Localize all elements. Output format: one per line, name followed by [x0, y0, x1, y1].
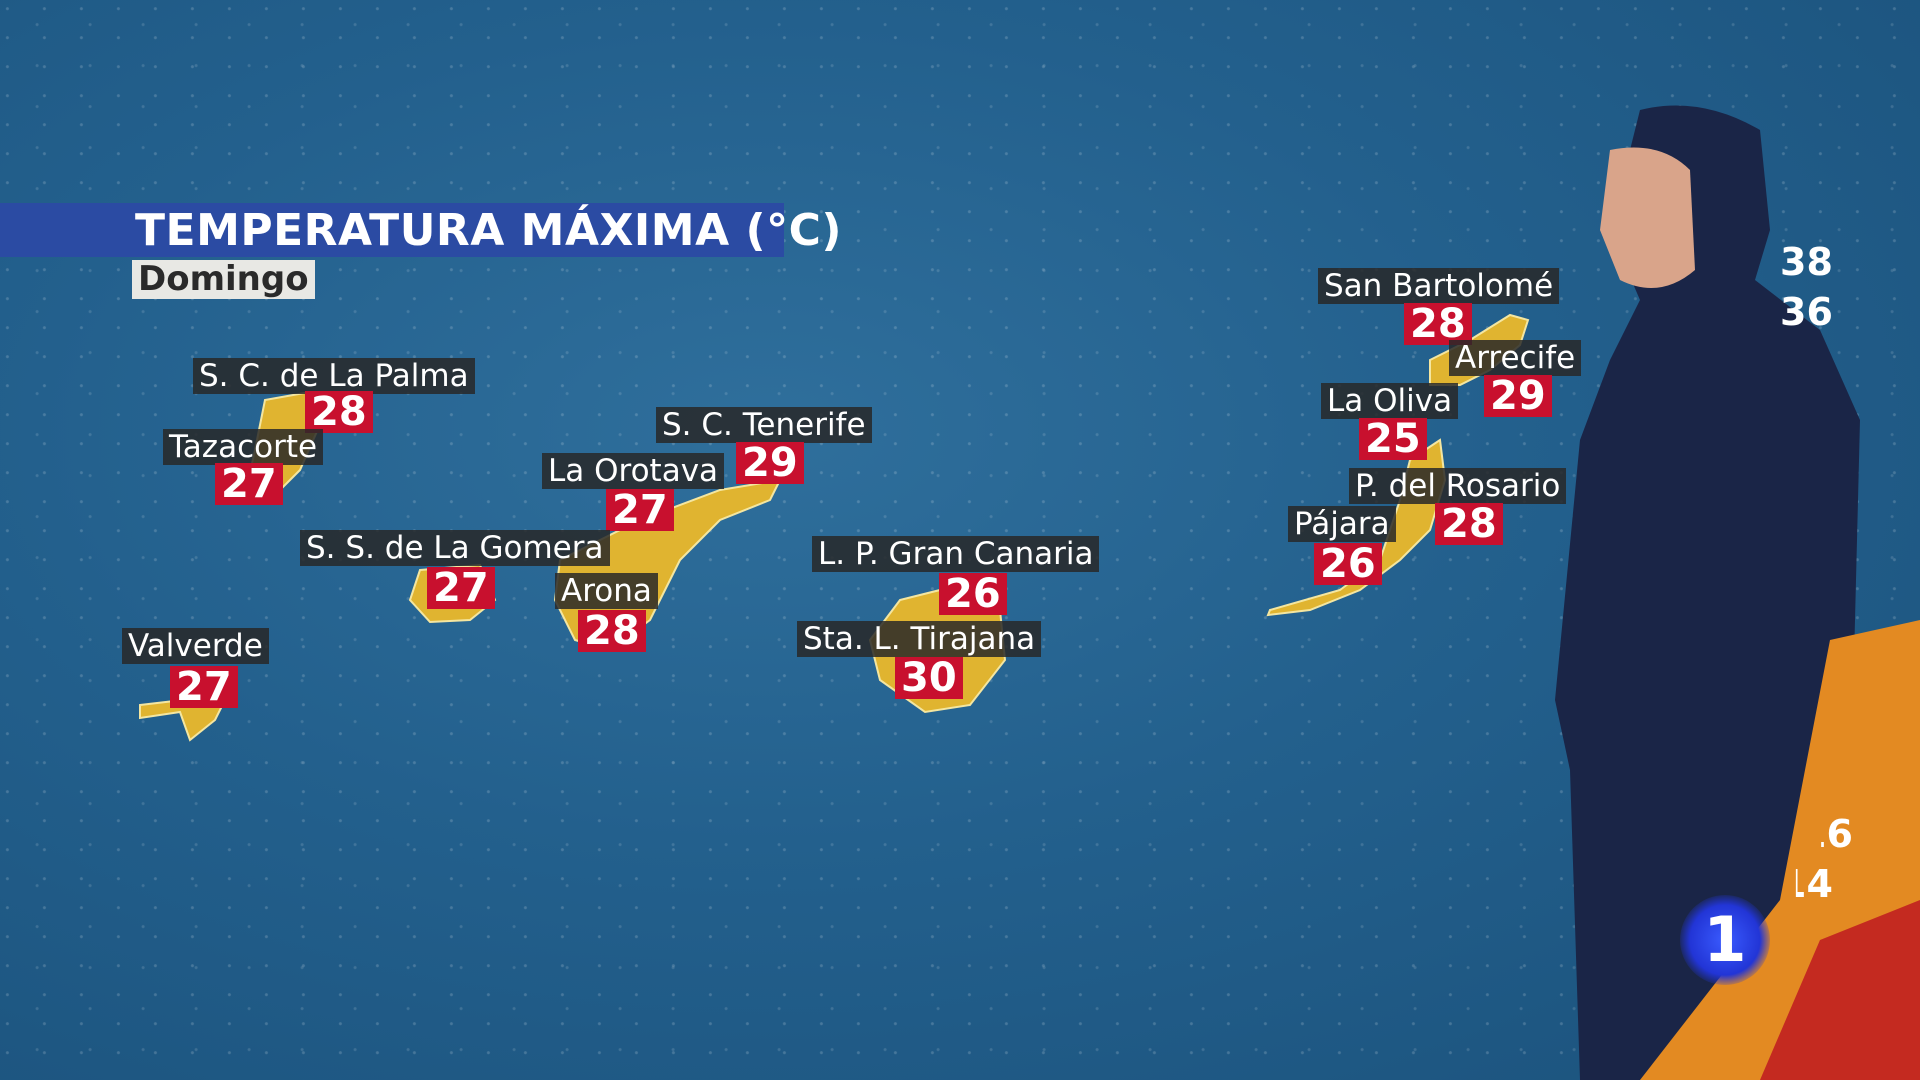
- legend-value: 36: [1780, 290, 1833, 334]
- legend-value: 14: [1780, 862, 1833, 906]
- temp-badge: 28: [1435, 503, 1503, 545]
- location-label: S. S. de La Gomera: [300, 530, 610, 566]
- presenter-face: [1600, 147, 1695, 288]
- temp-badge: 28: [305, 391, 373, 433]
- title-bar: [0, 203, 784, 257]
- temp-badge: 27: [215, 463, 283, 505]
- temp-badge: 29: [1484, 375, 1552, 417]
- location-label: San Bartolomé: [1318, 268, 1560, 304]
- location-label: La Orotava: [542, 453, 725, 489]
- temp-badge: 29: [736, 442, 804, 484]
- location-label: S. C. Tenerife: [656, 407, 872, 443]
- map-title: TEMPERATURA MÁXIMA (°C): [135, 205, 842, 256]
- temp-badge: 27: [606, 489, 674, 531]
- temp-badge: 28: [1404, 303, 1472, 345]
- temp-badge: 30: [895, 657, 963, 699]
- location-label: P. del Rosario: [1349, 468, 1567, 504]
- presenter-silhouette: [1555, 105, 1860, 1080]
- location-label: Tazacorte: [163, 429, 324, 465]
- location-label: S. C. de La Palma: [193, 358, 475, 394]
- day-label: Domingo: [132, 260, 315, 299]
- location-label: Valverde: [122, 628, 269, 664]
- temp-badge: 28: [578, 610, 646, 652]
- temp-badge: 27: [170, 666, 238, 708]
- temp-badge: 27: [427, 567, 495, 609]
- location-label: Arona: [555, 573, 658, 609]
- location-label: Pájara: [1288, 506, 1396, 542]
- temp-badge: 26: [1314, 543, 1382, 585]
- channel-logo: 1: [1680, 895, 1770, 985]
- location-label: La Oliva: [1321, 383, 1459, 419]
- location-label: Arrecife: [1449, 340, 1582, 376]
- legend-value: 16: [1800, 812, 1853, 856]
- location-label: Sta. L. Tirajana: [797, 621, 1042, 657]
- temp-badge: 25: [1359, 418, 1427, 460]
- location-label: L. P. Gran Canaria: [812, 536, 1100, 572]
- legend-value: 38: [1780, 240, 1833, 284]
- temp-badge: 26: [939, 573, 1007, 615]
